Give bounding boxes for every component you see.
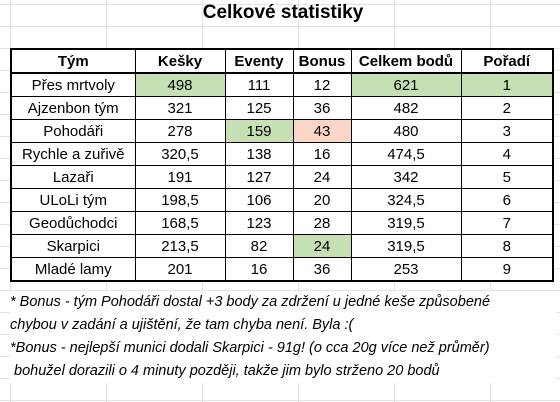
cell-bonus: 20 <box>292 188 352 212</box>
table-row: Skarpici 213,5 82 24 319,5 8 <box>10 234 554 258</box>
cell-eventy: 123 <box>224 211 294 235</box>
table-row: Lazaři 191 127 24 342 5 <box>10 165 554 189</box>
footnote-line: chybou v zadání a ujištění, že tam chyba… <box>10 317 354 333</box>
cell-celkem: 319,5 <box>350 234 462 258</box>
cell-celkem: 319,5 <box>350 211 462 235</box>
footnote-line: *Bonus - nejlepší munici dodali Skarpici… <box>10 340 490 356</box>
cell-celkem: 253 <box>350 257 462 282</box>
cell-team: Přes mrtvoly <box>10 72 136 97</box>
cell-kesky: 498 <box>134 72 226 97</box>
cell-kesky: 321 <box>134 96 226 120</box>
column-header-kesky: Kešky <box>134 48 226 74</box>
table-row: Ajzenbon tým 321 125 36 482 2 <box>10 96 554 120</box>
table-header-row: Tým Kešky Eventy Bonus Celkem bodů Pořad… <box>10 48 554 74</box>
cell-bonus: 16 <box>292 142 352 166</box>
cell-poradi: 5 <box>460 165 554 189</box>
column-header-poradi: Pořadí <box>460 48 554 74</box>
cell-team: ULoLi tým <box>10 188 136 212</box>
cell-bonus: 24 <box>292 165 352 189</box>
cell-poradi: 8 <box>460 234 554 258</box>
column-header-bonus: Bonus <box>292 48 352 74</box>
cell-celkem: 621 <box>350 72 462 97</box>
page-title: Celkové statistiky <box>202 2 364 23</box>
table-row: ULoLi tým 198,5 106 20 324,5 6 <box>10 188 554 212</box>
footnotes: * Bonus - tým Pohodáři dostal +3 body za… <box>10 291 556 383</box>
footnote-line: * Bonus - tým Pohodáři dostal +3 body za… <box>10 294 491 310</box>
cell-celkem: 482 <box>350 96 462 120</box>
statistics-table: Tým Kešky Eventy Bonus Celkem bodů Pořad… <box>10 48 554 282</box>
table-row: Geodůchodci 168,5 123 28 319,5 7 <box>10 211 554 235</box>
footnote-line: bohužel dorazili o 4 minuty později, tak… <box>10 363 440 379</box>
cell-bonus: 36 <box>292 257 352 282</box>
cell-celkem: 324,5 <box>350 188 462 212</box>
cell-team: Pohodáři <box>10 119 136 143</box>
table-row: Pohodáři 278 159 43 480 3 <box>10 119 554 143</box>
column-header-eventy: Eventy <box>224 48 294 74</box>
cell-poradi: 2 <box>460 96 554 120</box>
cell-kesky: 320,5 <box>134 142 226 166</box>
cell-eventy: 127 <box>224 165 294 189</box>
column-header-team: Tým <box>10 48 136 74</box>
cell-eventy: 159 <box>224 119 294 143</box>
cell-eventy: 16 <box>224 257 294 282</box>
cell-kesky: 168,5 <box>134 211 226 235</box>
column-header-celkem: Celkem bodů <box>350 48 462 74</box>
cell-poradi: 1 <box>460 72 554 97</box>
cell-bonus: 43 <box>292 119 352 143</box>
cell-poradi: 6 <box>460 188 554 212</box>
table-row: Rychle a zuřivě 320,5 138 16 474,5 4 <box>10 142 554 166</box>
cell-celkem: 474,5 <box>350 142 462 166</box>
cell-eventy: 111 <box>224 72 294 97</box>
cell-celkem: 480 <box>350 119 462 143</box>
cell-bonus: 24 <box>292 234 352 258</box>
cell-kesky: 201 <box>134 257 226 282</box>
cell-kesky: 191 <box>134 165 226 189</box>
cell-team: Mladé lamy <box>10 257 136 282</box>
cell-kesky: 278 <box>134 119 226 143</box>
cell-team: Geodůchodci <box>10 211 136 235</box>
cell-kesky: 198,5 <box>134 188 226 212</box>
cell-kesky: 213,5 <box>134 234 226 258</box>
cell-team: Rychle a zuřivě <box>10 142 136 166</box>
cell-eventy: 82 <box>224 234 294 258</box>
table-row: Mladé lamy 201 16 36 253 9 <box>10 257 554 282</box>
cell-team: Skarpici <box>10 234 136 258</box>
cell-team: Lazaři <box>10 165 136 189</box>
cell-poradi: 7 <box>460 211 554 235</box>
cell-poradi: 3 <box>460 119 554 143</box>
cell-bonus: 12 <box>292 72 352 97</box>
cell-bonus: 28 <box>292 211 352 235</box>
table-row: Přes mrtvoly 498 111 12 621 1 <box>10 72 554 97</box>
cell-bonus: 36 <box>292 96 352 120</box>
cell-eventy: 106 <box>224 188 294 212</box>
cell-poradi: 4 <box>460 142 554 166</box>
cell-eventy: 125 <box>224 96 294 120</box>
cell-team: Ajzenbon tým <box>10 96 136 120</box>
cell-poradi: 9 <box>460 257 554 282</box>
cell-eventy: 138 <box>224 142 294 166</box>
cell-celkem: 342 <box>350 165 462 189</box>
